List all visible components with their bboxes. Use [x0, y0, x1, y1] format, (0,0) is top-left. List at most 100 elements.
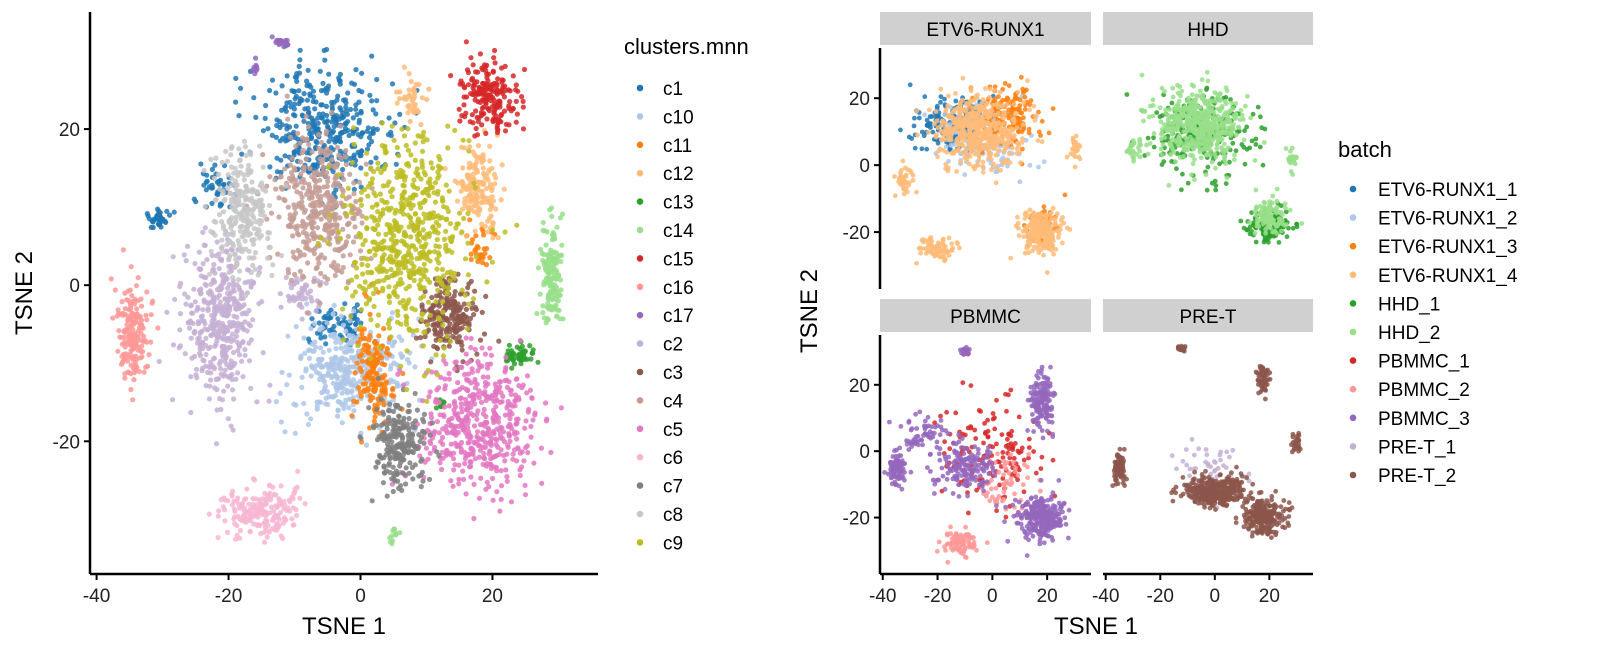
legend-label-c4: c4	[663, 391, 684, 412]
scatter-point	[345, 221, 351, 227]
scatter-point	[318, 216, 324, 222]
scatter-point	[238, 163, 244, 169]
scatter-point	[210, 185, 216, 191]
scatter-point	[214, 179, 220, 185]
scatter-point	[279, 186, 285, 192]
scatter-point	[372, 227, 378, 233]
scatter-point	[499, 65, 505, 71]
scatter-point	[239, 358, 245, 364]
scatter-point	[364, 442, 370, 448]
scatter-point	[513, 376, 519, 382]
scatter-point	[236, 197, 242, 203]
scatter-point	[458, 401, 464, 407]
scatter-point	[193, 199, 199, 205]
scatter-point	[197, 350, 203, 357]
scatter-point	[321, 315, 327, 321]
scatter-point	[395, 425, 401, 431]
scatter-point	[514, 420, 520, 427]
scatter-point	[333, 137, 339, 144]
scatter-point	[341, 114, 347, 120]
scatter-point	[454, 315, 461, 321]
scatter-point	[226, 218, 232, 225]
scatter-point	[388, 334, 394, 340]
scatter-point	[202, 204, 208, 210]
scatter-point	[452, 127, 458, 133]
scatter-point	[412, 140, 418, 146]
scatter-point	[518, 361, 524, 367]
scatter-point	[320, 111, 326, 117]
scatter-point	[472, 185, 478, 191]
scatter-point	[244, 486, 250, 492]
scatter-point	[366, 283, 372, 289]
scatter-point	[478, 475, 484, 481]
scatter-point	[260, 184, 266, 190]
scatter-point	[501, 452, 507, 459]
scatter-point	[233, 99, 239, 105]
scatter-point	[282, 153, 288, 159]
scatter-point	[392, 456, 398, 462]
scatter-point	[353, 265, 360, 271]
scatter-point	[212, 162, 218, 168]
scatter-point	[276, 496, 282, 502]
scatter-point	[482, 85, 488, 91]
scatter-point	[240, 339, 246, 345]
scatter-point	[328, 356, 334, 362]
scatter-point	[292, 271, 298, 277]
scatter-point	[354, 317, 360, 323]
scatter-point	[228, 423, 234, 429]
scatter-point	[415, 222, 421, 228]
cluster-c2	[156, 191, 329, 447]
scatter-point	[354, 274, 360, 280]
scatter-point	[405, 450, 411, 456]
scatter-point	[302, 282, 309, 288]
scatter-point	[466, 451, 472, 457]
scatter-point	[155, 325, 161, 331]
scatter-point	[247, 323, 254, 329]
scatter-point	[367, 92, 373, 98]
scatter-point	[485, 374, 491, 380]
scatter-point	[451, 325, 457, 331]
scatter-point	[481, 62, 488, 68]
scatter-point	[448, 478, 454, 484]
scatter-point	[493, 388, 499, 395]
scatter-point	[232, 165, 238, 171]
scatter-point	[301, 335, 307, 341]
scatter-point	[495, 419, 502, 425]
scatter-point	[315, 115, 321, 121]
scatter-point	[493, 404, 499, 410]
scatter-point	[462, 460, 468, 467]
scatter-point	[301, 252, 307, 258]
scatter-point	[499, 87, 505, 93]
scatter-point	[401, 64, 407, 70]
scatter-point	[472, 346, 478, 353]
scatter-point	[395, 444, 401, 450]
scatter-point	[440, 299, 446, 305]
scatter-point	[519, 94, 525, 100]
scatter-point	[297, 249, 303, 255]
scatter-point	[203, 383, 209, 389]
scatter-point	[371, 280, 377, 286]
scatter-point	[448, 73, 454, 79]
scatter-point	[460, 468, 466, 474]
scatter-point	[340, 322, 347, 328]
scatter-point	[494, 125, 500, 131]
scatter-point	[124, 322, 130, 328]
scatter-point	[418, 122, 424, 128]
scatter-point	[341, 176, 347, 182]
scatter-point	[378, 169, 384, 176]
scatter-point	[292, 101, 298, 107]
scatter-point	[386, 294, 392, 300]
scatter-point	[485, 430, 492, 436]
scatter-point	[373, 286, 379, 292]
scatter-point	[337, 123, 343, 129]
scatter-point	[428, 359, 434, 365]
scatter-point	[240, 513, 246, 520]
scatter-point	[139, 325, 145, 331]
legend-label-c9: c9	[663, 533, 683, 554]
scatter-point	[212, 343, 218, 349]
scatter-point	[120, 247, 126, 253]
scatter-point	[938, 94, 944, 99]
scatter-point	[930, 129, 936, 135]
scatter-point	[434, 449, 440, 455]
scatter-point	[206, 271, 213, 277]
